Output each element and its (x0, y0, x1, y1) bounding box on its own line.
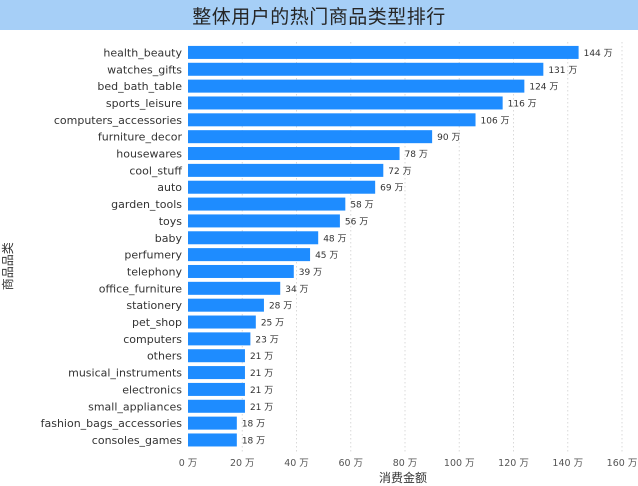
category-label: small_appliances (88, 400, 182, 413)
bar (188, 382, 245, 396)
category-label: telephony (127, 265, 183, 278)
data-label: 39 万 (299, 268, 322, 278)
data-labels: 144 万 131 万 124 万 116 万 106 万 90 万 78 万 72 万 69 … (242, 49, 613, 447)
category-label: toys (159, 215, 183, 228)
x-tick-label: 80 万 (393, 458, 418, 469)
category-label: stationery (126, 299, 182, 312)
category-label: computers (123, 333, 182, 346)
data-label: 56 万 (345, 217, 368, 227)
data-label: 90 万 (437, 133, 460, 143)
x-tick-label: 100 万 (444, 458, 475, 469)
data-label: 21 万 (250, 403, 273, 413)
data-label: 69 万 (380, 184, 403, 194)
x-tick-label: 20 万 (230, 458, 255, 469)
y-axis-title: 商品品类 (0, 242, 15, 290)
x-axis-ticks: 0 万 20 万 40 万 60 万 80 万 100 万 120 万 140 万 160 万 (179, 458, 638, 469)
bar (188, 433, 237, 447)
data-label: 21 万 (250, 352, 273, 362)
data-label: 23 万 (255, 335, 278, 345)
category-label: furniture_decor (98, 131, 183, 144)
bar (188, 147, 400, 161)
category-labels: health_beauty watches_gifts bed_bath_table… (41, 46, 183, 447)
bar (188, 180, 376, 194)
bar (188, 315, 256, 329)
bar (188, 130, 433, 144)
data-label: 18 万 (242, 436, 265, 446)
x-axis-title: 消费金额 (379, 470, 427, 485)
bar (188, 298, 264, 312)
data-label: 21 万 (250, 386, 273, 396)
data-label: 45 万 (315, 251, 338, 261)
bar (188, 332, 251, 346)
category-label: garden_tools (111, 198, 182, 211)
category-label: pet_shop (132, 316, 182, 329)
x-tick-label: 160 万 (607, 458, 638, 469)
category-label: musical_instruments (68, 367, 182, 380)
data-label: 131 万 (548, 66, 577, 76)
bar (188, 113, 476, 127)
grid-lines (241, 42, 623, 453)
bar (188, 96, 503, 110)
data-label: 78 万 (405, 150, 428, 160)
bar (188, 399, 245, 413)
x-tick-label: 0 万 (179, 458, 198, 469)
bar (188, 197, 346, 211)
category-label: consoles_games (92, 434, 182, 447)
category-label: cool_stuff (129, 164, 182, 177)
data-label: 28 万 (269, 302, 292, 312)
bar (188, 416, 237, 430)
data-label: 72 万 (388, 167, 411, 177)
bar (188, 231, 319, 245)
data-label: 124 万 (529, 83, 558, 93)
data-label: 116 万 (508, 99, 537, 109)
bar (188, 264, 294, 278)
category-label: baby (155, 232, 183, 245)
category-label: auto (157, 181, 182, 194)
data-label: 25 万 (261, 319, 284, 329)
data-label: 48 万 (323, 234, 346, 244)
category-label: fashion_bags_accessories (41, 417, 183, 430)
category-label: sports_leisure (106, 97, 182, 110)
data-label: 18 万 (242, 420, 265, 430)
bar (188, 62, 544, 76)
data-label: 58 万 (350, 201, 373, 211)
category-label: housewares (116, 148, 182, 161)
data-label: 144 万 (584, 49, 613, 59)
bar (188, 163, 384, 177)
data-label: 106 万 (481, 116, 510, 126)
bar (188, 281, 281, 295)
category-label: others (147, 350, 182, 363)
category-label: office_furniture (99, 282, 182, 295)
bars (188, 45, 579, 447)
category-label: computers_accessories (54, 114, 182, 127)
x-tick-label: 40 万 (284, 458, 309, 469)
bar (188, 349, 245, 363)
x-tick-label: 120 万 (498, 458, 529, 469)
data-label: 34 万 (285, 285, 308, 295)
bar (188, 45, 579, 59)
category-label: perfumery (124, 249, 182, 262)
category-label: health_beauty (103, 46, 182, 59)
bar (188, 214, 340, 228)
category-label: electronics (122, 383, 182, 396)
data-label: 21 万 (250, 369, 273, 379)
bar (188, 248, 311, 262)
x-tick-label: 60 万 (338, 458, 363, 469)
bar (188, 79, 525, 93)
chart-title-bar: 整体用户的热门商品类型排行 (0, 0, 638, 30)
bar (188, 366, 245, 380)
category-label: bed_bath_table (97, 80, 182, 93)
chart-title: 整体用户的热门商品类型排行 (192, 5, 446, 28)
category-label: watches_gifts (107, 63, 182, 76)
x-tick-label: 140 万 (552, 458, 583, 469)
